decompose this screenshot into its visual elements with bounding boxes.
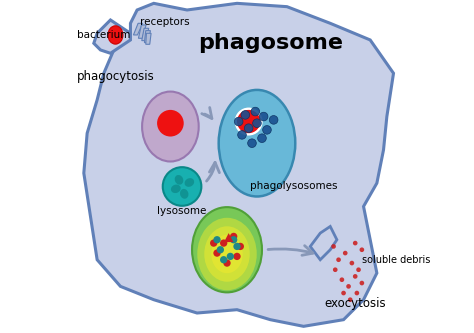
Polygon shape [134,23,143,35]
Polygon shape [146,33,151,44]
Circle shape [353,241,357,245]
Circle shape [269,116,278,124]
Polygon shape [224,233,233,242]
Circle shape [213,249,221,257]
Circle shape [234,117,243,126]
Ellipse shape [192,207,262,292]
Ellipse shape [180,189,189,199]
Ellipse shape [211,235,243,273]
Circle shape [356,267,361,272]
Ellipse shape [204,226,250,282]
Text: exocytosis: exocytosis [324,296,386,310]
Circle shape [227,253,234,260]
Text: phagocytosis: phagocytosis [77,70,155,83]
Circle shape [258,134,266,143]
Ellipse shape [171,184,181,193]
Circle shape [341,291,346,295]
Circle shape [343,251,347,255]
Polygon shape [145,31,150,43]
Text: receptors: receptors [140,17,190,27]
Circle shape [220,256,228,263]
Polygon shape [94,20,130,53]
Circle shape [360,281,364,285]
Ellipse shape [108,26,123,44]
Ellipse shape [142,92,199,162]
Circle shape [253,119,261,128]
Circle shape [244,124,253,133]
Circle shape [157,110,184,137]
Circle shape [217,246,224,253]
Circle shape [353,274,357,279]
Polygon shape [138,25,146,38]
Circle shape [263,126,271,134]
Polygon shape [310,226,337,260]
Circle shape [346,284,351,289]
Circle shape [349,261,354,265]
Circle shape [233,253,241,260]
Circle shape [259,112,268,121]
Circle shape [235,108,263,136]
Circle shape [237,110,260,133]
Polygon shape [84,3,393,326]
Text: bacterium: bacterium [77,30,130,40]
Ellipse shape [219,90,295,196]
Circle shape [339,277,344,282]
Circle shape [241,111,250,119]
Circle shape [230,236,237,243]
Ellipse shape [184,178,194,187]
Circle shape [210,239,218,247]
Circle shape [251,107,260,116]
Circle shape [355,291,359,295]
Circle shape [247,139,256,148]
Circle shape [237,131,246,139]
Circle shape [220,239,228,247]
Ellipse shape [197,218,257,290]
Circle shape [348,297,353,302]
Circle shape [336,257,341,262]
Circle shape [163,167,201,206]
Text: phagosome: phagosome [198,33,343,53]
Ellipse shape [175,175,183,185]
Text: soluble debris: soluble debris [362,255,430,265]
Circle shape [230,233,237,240]
Text: phagolysosomes: phagolysosomes [250,181,337,191]
Circle shape [331,244,336,249]
Circle shape [333,267,337,272]
Circle shape [233,243,241,250]
Circle shape [237,243,244,250]
Text: lysosome: lysosome [157,206,207,216]
Circle shape [223,259,231,267]
Circle shape [360,247,364,252]
Circle shape [213,236,221,243]
Polygon shape [142,28,149,41]
